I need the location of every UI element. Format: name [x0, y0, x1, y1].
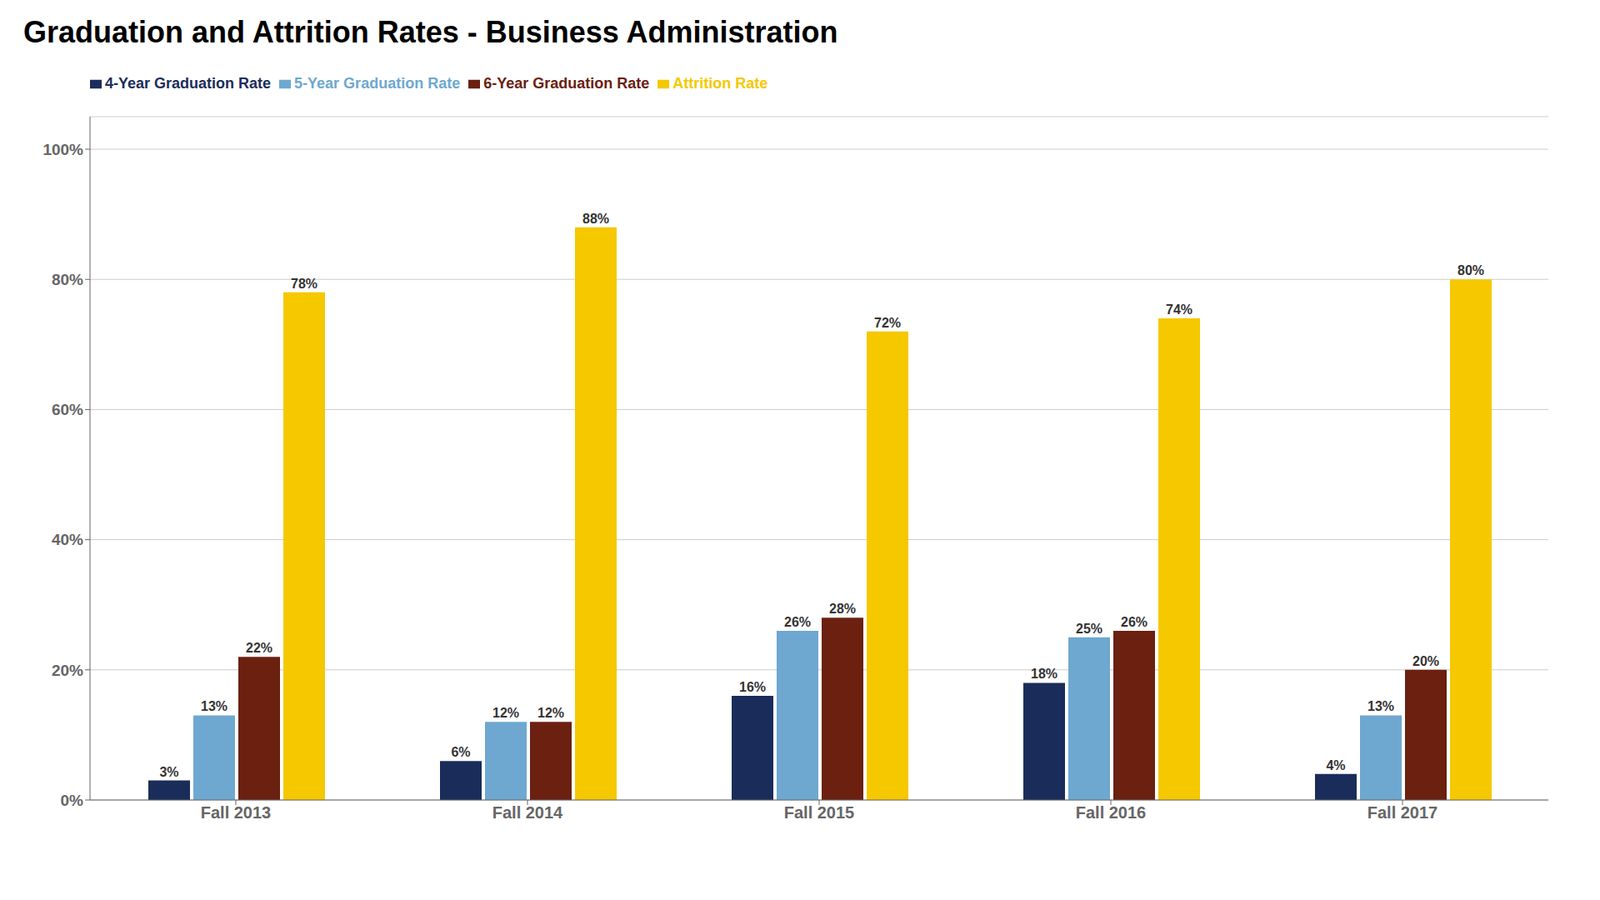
svg-text:22%: 22%	[245, 640, 273, 655]
svg-text:13%: 13%	[200, 699, 228, 714]
svg-text:80%: 80%	[1457, 263, 1485, 278]
svg-text:12%: 12%	[492, 705, 520, 720]
svg-text:26%: 26%	[784, 615, 811, 630]
svg-text:88%: 88%	[582, 211, 610, 226]
html-text:4-Year Graduation Rate: 4-Year Graduation Rate	[105, 75, 271, 92]
svg-text:25%: 25%	[1075, 621, 1103, 636]
svg-text:100%: 100%	[42, 140, 84, 159]
svg-text:Fall 2013: Fall 2013	[200, 803, 272, 822]
svg-text:13%: 13%	[1367, 699, 1395, 714]
html-text:Graduation and Attrition Rates: Graduation and Attrition Rates - Busines…	[23, 15, 838, 50]
svg-text:16%: 16%	[739, 680, 766, 695]
svg-text:0%: 0%	[60, 791, 85, 810]
svg-text:40%: 40%	[51, 530, 84, 549]
svg-text:6%: 6%	[450, 745, 470, 760]
svg-text:74%: 74%	[1165, 302, 1193, 317]
svg-text:72%: 72%	[874, 315, 901, 330]
svg-text:28%: 28%	[829, 601, 856, 616]
svg-text:18%: 18%	[1030, 666, 1058, 681]
svg-text:60%: 60%	[51, 400, 84, 419]
svg-text:20%: 20%	[51, 661, 84, 680]
html-text:Attrition Rate: Attrition Rate	[672, 75, 768, 92]
svg-text:20%: 20%	[1412, 654, 1440, 669]
svg-text:4%: 4%	[1325, 758, 1345, 773]
svg-text:12%: 12%	[537, 705, 565, 720]
svg-text:Fall 2014: Fall 2014	[492, 803, 564, 822]
svg-text:3%: 3%	[159, 765, 179, 780]
svg-text:78%: 78%	[290, 276, 318, 291]
svg-text:80%: 80%	[51, 270, 84, 289]
html-text:5-Year Graduation Rate: 5-Year Graduation Rate	[294, 75, 461, 92]
svg-text:26%: 26%	[1120, 615, 1148, 630]
svg-text:Fall 2016: Fall 2016	[1075, 803, 1147, 822]
svg-text:Fall 2015: Fall 2015	[784, 803, 855, 822]
svg-text:Fall 2017: Fall 2017	[1367, 803, 1439, 822]
html-text:6-Year Graduation Rate: 6-Year Graduation Rate	[483, 75, 650, 92]
